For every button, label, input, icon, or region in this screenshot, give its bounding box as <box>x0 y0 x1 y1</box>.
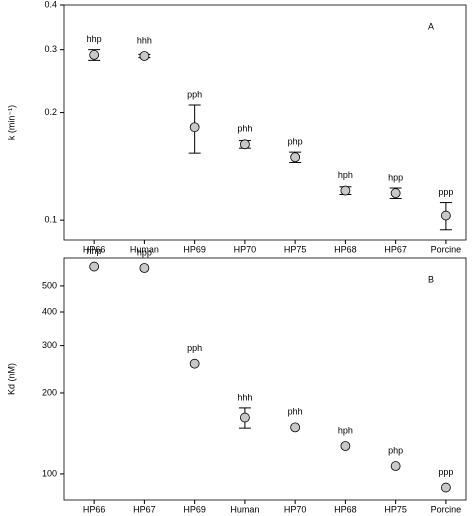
y-tick-label: 0.3 <box>44 44 57 54</box>
x-tick-label: HP68 <box>334 244 357 254</box>
y-tick-label: 200 <box>42 387 57 397</box>
x-tick-label: Human <box>130 244 159 254</box>
point-label: hpp <box>388 172 403 182</box>
data-point <box>239 412 250 423</box>
point-label: ppp <box>438 467 453 477</box>
data-point <box>340 185 351 196</box>
x-tick-label: HP67 <box>133 504 156 514</box>
x-tick-label: HP69 <box>183 244 206 254</box>
data-point <box>189 122 200 133</box>
x-tick-label: HP75 <box>384 504 407 514</box>
x-tick-label: HP66 <box>83 244 106 254</box>
point-label: phh <box>237 124 252 134</box>
data-point <box>440 210 451 221</box>
data-point <box>390 461 401 471</box>
y-tick-label: 0.1 <box>44 215 57 225</box>
x-tick-label: Porcine <box>431 504 462 514</box>
data-point <box>290 422 301 433</box>
point-label: phh <box>288 407 303 417</box>
point-label: hhh <box>237 392 252 402</box>
point-label: php <box>388 445 403 455</box>
data-point <box>340 441 351 451</box>
point-label: pph <box>187 343 202 353</box>
y-axis-label: k (min⁻¹) <box>6 105 16 140</box>
y-tick-label: 100 <box>42 468 57 478</box>
plot-frame <box>63 257 467 501</box>
x-tick-label: HP66 <box>83 504 106 514</box>
data-point <box>239 139 250 150</box>
x-tick-label: HP67 <box>384 244 407 254</box>
point-label: hhp <box>87 246 102 256</box>
x-tick-label: HP75 <box>284 244 307 254</box>
x-tick-label: HP70 <box>234 244 257 254</box>
data-point <box>139 51 150 61</box>
x-tick-label: Human <box>230 504 259 514</box>
data-point <box>89 50 100 60</box>
data-point <box>290 152 301 163</box>
panel-letter: B <box>428 274 434 284</box>
y-axis-label: Kd (nM) <box>6 363 16 395</box>
data-point <box>440 482 451 493</box>
x-tick-label: Porcine <box>431 244 462 254</box>
data-point <box>390 188 401 199</box>
point-label: hhp <box>87 34 102 44</box>
y-tick-label: 300 <box>42 340 57 350</box>
y-tick-label: 0.2 <box>44 107 57 117</box>
x-tick-label: HP69 <box>183 504 206 514</box>
y-tick-label: 400 <box>42 306 57 316</box>
panel-letter: A <box>428 21 434 31</box>
point-label: hpp <box>137 247 152 257</box>
point-label: pph <box>187 89 202 99</box>
y-tick-label: 0.4 <box>44 0 57 9</box>
panel: BKd (nM)100200300400500HP66hhpHP67hppHP6… <box>6 246 467 514</box>
point-label: hph <box>338 425 353 435</box>
y-tick-label: 500 <box>42 280 57 290</box>
x-tick-label: HP70 <box>284 504 307 514</box>
point-label: php <box>288 137 303 147</box>
data-point <box>89 261 100 272</box>
data-point <box>139 263 150 273</box>
point-label: ppp <box>438 187 453 197</box>
plot-frame <box>63 4 467 241</box>
data-point <box>189 358 200 369</box>
panel: Ak (min⁻¹)0.10.20.30.4HP66hhpHumanhhhHP6… <box>6 0 467 254</box>
point-label: hhh <box>137 35 152 45</box>
point-label: hph <box>338 170 353 180</box>
x-tick-label: HP68 <box>334 504 357 514</box>
